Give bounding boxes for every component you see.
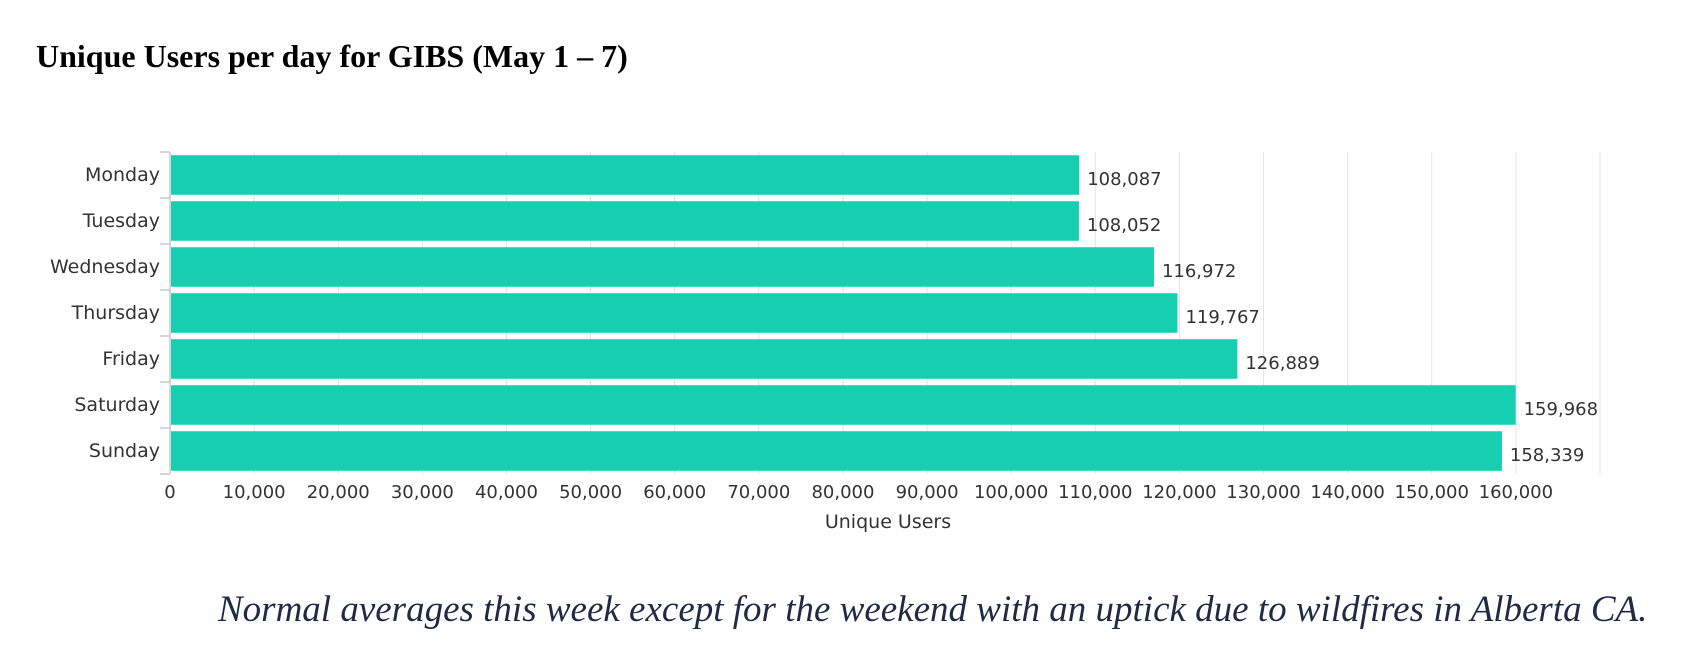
data-label: 126,889 — [1245, 353, 1319, 374]
category-label: Sunday — [89, 440, 160, 462]
category-label: Friday — [102, 348, 160, 370]
caption-text: Normal averages this week except for the… — [218, 589, 1648, 630]
x-tick-label: 30,000 — [391, 482, 454, 503]
x-tick-label: 140,000 — [1310, 482, 1384, 503]
x-tick-label: 160,000 — [1479, 482, 1553, 503]
x-tick-label: 40,000 — [475, 482, 538, 503]
x-tick-label: 120,000 — [1142, 482, 1216, 503]
x-tick-label: 100,000 — [974, 482, 1048, 503]
x-tick-label: 110,000 — [1058, 482, 1132, 503]
bar-chart: Monday 108,087 Tuesday 108,052 Wednesday 116,… — [50, 151, 1601, 533]
x-tick-label: 20,000 — [307, 482, 370, 503]
x-tick-label: 70,000 — [727, 482, 790, 503]
bar-wednesday — [171, 247, 1154, 287]
x-tick-label: 60,000 — [643, 482, 706, 503]
data-label: 108,052 — [1087, 215, 1161, 236]
x-tick-label: 0 — [164, 482, 175, 503]
category-label: Tuesday — [82, 210, 160, 232]
x-tick-label: 10,000 — [223, 482, 286, 503]
bar-friday — [171, 339, 1238, 379]
bar-sunday — [171, 431, 1502, 471]
data-label: 158,339 — [1510, 445, 1584, 466]
data-label: 159,968 — [1524, 399, 1598, 420]
data-label: 116,972 — [1162, 261, 1236, 282]
bar-tuesday — [171, 201, 1079, 241]
bar-saturday — [171, 385, 1516, 425]
labels: Monday 108,087 Tuesday 108,052 Wednesday 116,… — [50, 164, 1598, 503]
axes — [160, 151, 171, 475]
x-axis-title: Unique Users — [825, 511, 951, 533]
x-tick-label: 150,000 — [1395, 482, 1469, 503]
category-label: Monday — [85, 164, 160, 186]
data-label: 119,767 — [1185, 307, 1259, 328]
data-label: 108,087 — [1087, 169, 1161, 190]
category-label: Saturday — [74, 394, 160, 416]
bar-monday — [171, 155, 1080, 195]
x-tick-label: 90,000 — [896, 482, 959, 503]
x-tick-label: 50,000 — [559, 482, 622, 503]
x-tick-label: 80,000 — [811, 482, 874, 503]
category-label: Wednesday — [50, 256, 160, 278]
x-tick-label: 130,000 — [1226, 482, 1300, 503]
category-label: Thursday — [71, 302, 160, 324]
bar-thursday — [171, 293, 1178, 333]
page-title: Unique Users per day for GIBS (May 1 – 7… — [36, 38, 628, 74]
bars — [171, 155, 1516, 471]
